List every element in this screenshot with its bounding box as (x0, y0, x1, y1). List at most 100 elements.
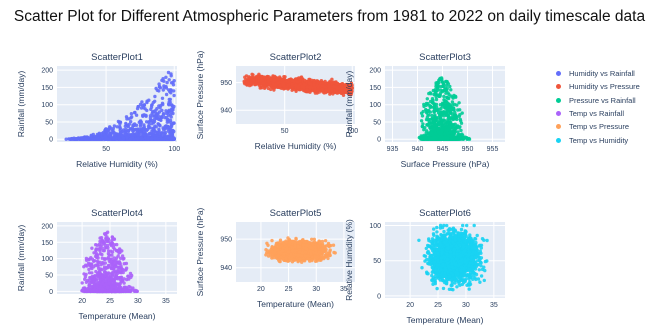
data-point (167, 109, 171, 113)
data-point (157, 110, 162, 114)
y-tick-label: 50 (45, 273, 53, 280)
data-point (454, 115, 458, 120)
data-point (135, 137, 140, 141)
data-point (451, 123, 456, 127)
data-point (447, 127, 451, 131)
data-point (431, 126, 435, 130)
data-point (287, 83, 291, 87)
data-point (105, 137, 110, 141)
data-point (320, 87, 325, 92)
data-point (444, 136, 448, 140)
data-point (127, 122, 131, 127)
data-point (129, 112, 134, 116)
data-point (430, 113, 434, 118)
data-point (172, 93, 176, 98)
data-point (169, 128, 173, 132)
scatter-panel-4: 20 25 30 35050100150200ScatterPlot4Temperat… (16, 208, 177, 321)
y-tick-label: 150 (41, 240, 53, 247)
data-point (87, 267, 91, 272)
data-point (454, 95, 458, 99)
data-point (159, 136, 163, 141)
data-point (82, 272, 86, 276)
data-point (68, 137, 72, 141)
x-tick-label: 20 (78, 298, 86, 305)
x-axis-title: Relative Humidity (%) (76, 159, 158, 169)
data-point (155, 131, 160, 135)
data-point (334, 81, 339, 86)
data-point (98, 252, 103, 256)
data-point (129, 120, 133, 124)
data-point (242, 79, 246, 84)
data-point (290, 84, 294, 88)
data-point (125, 117, 129, 121)
data-point (433, 116, 437, 120)
data-point (321, 81, 325, 85)
data-point (151, 120, 155, 124)
data-point (64, 137, 68, 141)
data-point (302, 86, 306, 90)
data-point (171, 83, 176, 87)
data-point (165, 80, 169, 85)
y-tick-label: 50 (45, 119, 53, 126)
data-point (430, 117, 434, 121)
data-point (139, 106, 144, 110)
x-tick-label: 940 (412, 146, 424, 153)
data-point (308, 85, 312, 90)
data-point (320, 84, 325, 88)
data-point (147, 98, 151, 102)
data-point (426, 123, 430, 127)
data-point (157, 127, 161, 131)
y-tick-label: 200 (369, 68, 381, 75)
data-point (155, 106, 159, 111)
data-point (295, 80, 300, 84)
data-point (149, 105, 154, 110)
data-point (449, 88, 453, 92)
x-tick-label: 935 (387, 146, 399, 153)
data-point (169, 137, 173, 141)
data-point (458, 117, 462, 122)
data-point (117, 120, 122, 124)
data-point (144, 120, 149, 124)
data-point (143, 133, 147, 137)
data-point (275, 77, 280, 81)
data-point (283, 75, 287, 79)
data-point (151, 110, 155, 114)
data-point (312, 78, 316, 83)
data-point (246, 79, 250, 83)
data-point (166, 70, 171, 75)
data-point (89, 133, 94, 137)
y-axis-title: Rainfall (mm/day) (344, 71, 354, 138)
subplot-title: ScatterPlot2 (270, 52, 322, 63)
y-tick-label: 150 (369, 85, 381, 92)
data-point (130, 126, 134, 130)
data-point (139, 137, 143, 141)
data-point (142, 127, 146, 132)
x-tick-label: 950 (462, 146, 474, 153)
data-point (419, 119, 424, 123)
data-point (439, 111, 443, 115)
data-point (253, 82, 258, 87)
y-tick-label: 940 (220, 108, 232, 115)
x-tick-label: 945 (437, 146, 449, 153)
data-point (169, 74, 173, 78)
y-tick-label: 200 (41, 223, 53, 230)
data-point (434, 136, 439, 140)
data-point (164, 75, 168, 80)
y-tick-label: 950 (220, 80, 232, 87)
data-point (262, 75, 267, 80)
data-point (435, 108, 440, 113)
y-tick-label: 0 (49, 289, 53, 296)
y-tick-label: 100 (41, 256, 53, 263)
data-point (151, 126, 155, 131)
data-point (160, 108, 164, 113)
data-point (465, 137, 470, 141)
data-point (172, 79, 176, 83)
data-point (160, 115, 164, 120)
data-point (140, 100, 144, 104)
data-point (157, 104, 161, 108)
data-point (138, 130, 143, 134)
data-point (144, 113, 148, 118)
data-point (420, 114, 425, 118)
data-point (151, 130, 155, 135)
